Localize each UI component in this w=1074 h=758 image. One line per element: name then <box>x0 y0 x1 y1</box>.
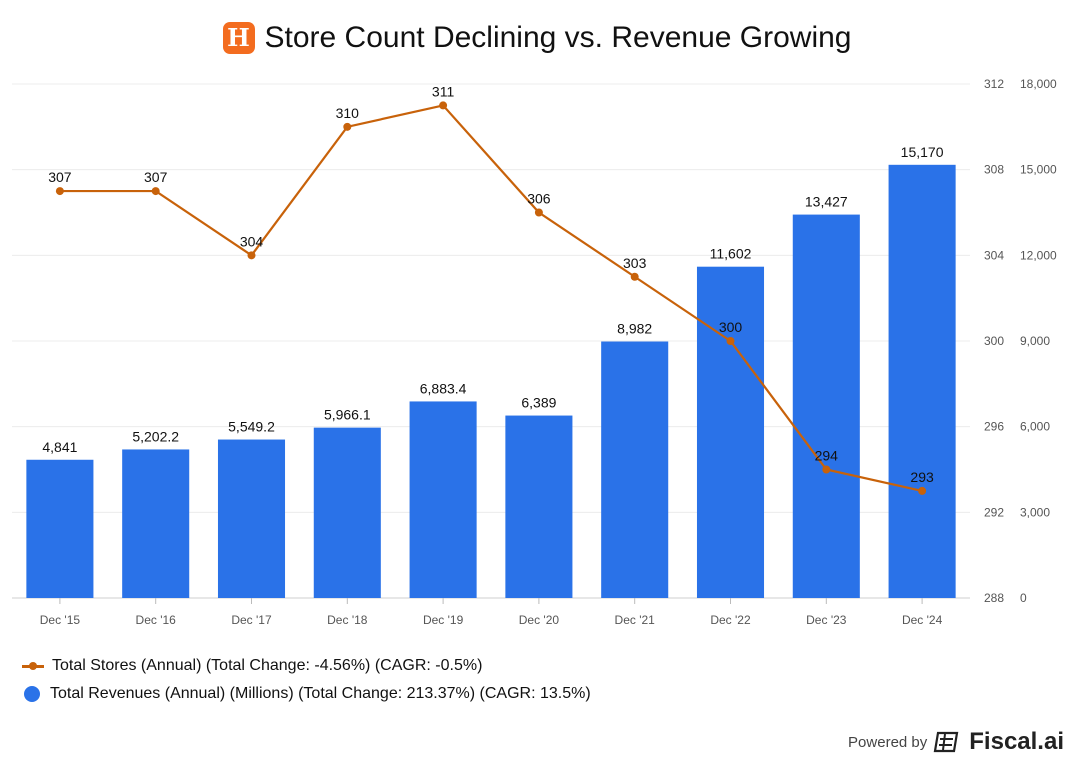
x-tick-label: Dec '23 <box>806 613 847 627</box>
legend-item-revenues[interactable]: Total Revenues (Annual) (Millions) (Tota… <box>22 680 591 708</box>
y-tick-label-stores: 296 <box>984 420 1004 434</box>
stores-point-label: 310 <box>336 105 360 121</box>
stores-point-label: 307 <box>48 169 72 185</box>
revenue-bar <box>122 449 190 598</box>
revenue-bar <box>696 266 765 598</box>
y-tick-label-stores: 308 <box>984 163 1004 177</box>
stores-point-label: 304 <box>240 233 264 249</box>
y-tick-label-stores: 292 <box>984 505 1004 519</box>
revenue-bar <box>505 415 573 598</box>
stores-point <box>247 251 256 260</box>
company-logo: H <box>222 22 255 54</box>
y-tick-label-stores: 304 <box>984 248 1004 262</box>
x-tick-label: Dec '21 <box>615 613 656 627</box>
y-tick-label-revenue: 18,000 <box>1020 77 1057 91</box>
revenue-bar <box>601 341 669 598</box>
y-tick-label-stores: 300 <box>984 334 1004 348</box>
legend-label-stores: Total Stores (Annual) (Total Change: -4.… <box>52 657 483 674</box>
y-tick-label-revenue: 15,000 <box>1020 163 1057 177</box>
revenue-bar-label: 11,602 <box>710 246 752 262</box>
stores-point <box>726 337 735 345</box>
stores-point-label: 311 <box>432 83 455 99</box>
revenue-bar <box>313 427 381 598</box>
x-tick-label: Dec '20 <box>519 613 560 627</box>
stores-point <box>918 486 927 495</box>
x-tick-label: Dec '17 <box>231 613 272 627</box>
revenue-bar-label: 6,389 <box>521 395 556 411</box>
stores-point-label: 294 <box>815 448 839 464</box>
legend-item-stores[interactable]: Total Stores (Annual) (Total Change: -4.… <box>22 652 591 680</box>
stores-point-label: 307 <box>144 169 168 185</box>
stores-point <box>55 187 64 196</box>
revenue-bar-label: 5,549.2 <box>228 419 275 435</box>
stores-point-label: 306 <box>527 191 551 207</box>
chart-title: Store Count Declining vs. Revenue Growin… <box>264 21 852 54</box>
stores-point <box>822 465 831 474</box>
stores-point-label: 303 <box>623 255 647 271</box>
legend: Total Stores (Annual) (Total Change: -4.… <box>22 652 591 708</box>
y-tick-label-revenue: 12,000 <box>1020 248 1057 262</box>
revenue-bar <box>217 439 286 598</box>
x-tick-label: Dec '15 <box>40 613 81 627</box>
line-series-swatch-icon <box>22 661 44 670</box>
revenue-bar-label: 15,170 <box>901 144 944 160</box>
x-tick-label: Dec '19 <box>423 613 464 627</box>
brand-name: Fiscal.ai <box>969 728 1064 755</box>
x-tick-label: Dec '22 <box>710 613 751 627</box>
revenue-bar-label: 8,982 <box>617 321 652 337</box>
chart-header: H Store Count Declining vs. Revenue Grow… <box>0 16 1074 60</box>
stores-point <box>630 272 639 281</box>
stores-line <box>59 104 923 492</box>
stores-point <box>343 122 352 131</box>
y-tick-label-stores: 288 <box>984 591 1004 605</box>
y-tick-label-revenue: 3,000 <box>1020 505 1050 519</box>
stores-point-label: 293 <box>910 469 934 485</box>
y-tick-label-revenue: 0 <box>1020 591 1027 605</box>
legend-label-revenues: Total Revenues (Annual) (Millions) (Tota… <box>50 685 591 702</box>
stores-point <box>534 208 543 217</box>
stores-point-label: 300 <box>719 319 743 335</box>
x-tick-label: Dec '18 <box>327 613 368 627</box>
y-tick-label-stores: 312 <box>984 77 1004 91</box>
bar-series-swatch-icon <box>24 686 40 702</box>
revenue-bar <box>888 164 956 598</box>
x-tick-label: Dec '24 <box>902 613 943 627</box>
footer: Powered by Fiscal.ai <box>848 728 1064 756</box>
y-tick-label-revenue: 6,000 <box>1020 420 1050 434</box>
chart-canvas: 312 18,000 308 15,000 304 12,000 300 9,000 296 6,… <box>12 77 1057 627</box>
revenue-bar-label: 4,841 <box>42 439 77 455</box>
y-tick-label-revenue: 9,000 <box>1020 334 1050 348</box>
fiscal-logo-icon <box>933 731 959 753</box>
stores-point <box>439 101 448 110</box>
revenue-bar-label: 6,883.4 <box>420 380 467 396</box>
stores-point <box>151 187 160 196</box>
revenue-bar-label: 5,202.2 <box>132 428 179 444</box>
revenue-bar-label: 5,966.1 <box>324 407 371 423</box>
revenue-bar <box>409 401 477 598</box>
revenue-bar <box>26 459 94 598</box>
revenue-bar <box>792 214 860 599</box>
revenue-bar-label: 13,427 <box>805 194 848 210</box>
x-tick-label: Dec '16 <box>136 613 177 627</box>
powered-by-text: Powered by <box>848 733 928 751</box>
